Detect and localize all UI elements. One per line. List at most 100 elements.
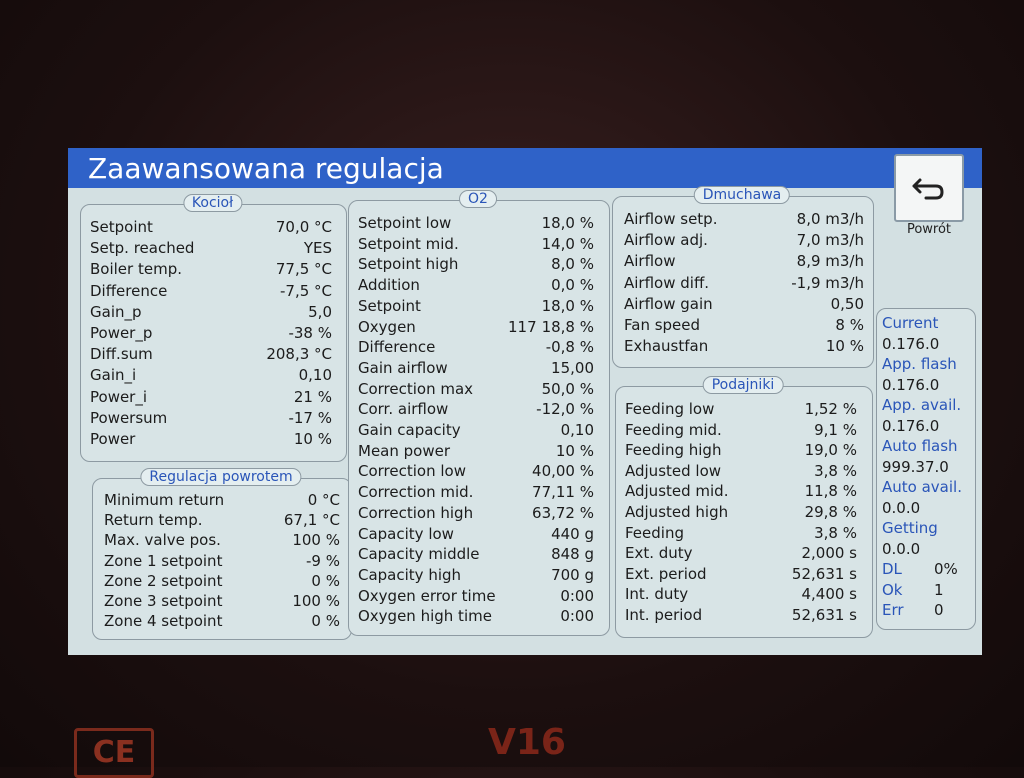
row-label: Gain_i — [90, 366, 137, 385]
panel — [615, 386, 873, 638]
info-value: 0.176.0 — [882, 334, 940, 353]
row-label: Power_i — [90, 387, 148, 406]
row-value: 4,400 s — [801, 585, 857, 604]
info-value: 0% — [934, 560, 958, 578]
row-value: -9 % — [306, 551, 340, 570]
row-value: 440 g — [551, 524, 594, 543]
row-value: 0,50 — [830, 294, 864, 313]
back-icon — [912, 178, 944, 200]
row-value: 3,8 % — [814, 461, 857, 480]
row-value: 10 % — [293, 430, 332, 448]
row-value: 15,00 — [551, 358, 594, 377]
row-value: -12,0 % — [536, 400, 594, 419]
row-label: Max. valve pos. — [104, 531, 221, 550]
header-bar: Zaawansowana regulacja — [68, 148, 982, 188]
row-label: Difference — [358, 338, 436, 357]
row-value: 18,0 % — [541, 296, 594, 315]
row-value: -38 % — [288, 324, 332, 342]
row-label: Int. period — [625, 606, 703, 624]
panel-title: O2 — [459, 190, 497, 208]
row-value: 70,0 °C — [275, 218, 332, 236]
row-value: -7,5 °C — [279, 281, 332, 300]
info-label: Auto avail. — [882, 478, 962, 496]
row-label: Setpoint — [90, 218, 153, 236]
row-label: Power_p — [90, 324, 153, 342]
row-value: 21 % — [293, 387, 332, 406]
row-label: Minimum return — [104, 491, 225, 509]
row-label: Ext. period — [625, 564, 707, 583]
info-label: Err — [882, 601, 904, 619]
info-value: 0.0.0 — [882, 539, 921, 558]
row-label: Capacity middle — [358, 545, 480, 564]
row-label: Airflow — [624, 252, 676, 271]
row-label: Diff.sum — [90, 345, 153, 364]
info-label: Ok — [882, 580, 903, 599]
row-value: 1,52 % — [804, 400, 857, 418]
page-title: Zaawansowana regulacja — [88, 152, 444, 185]
row-value: -1,9 m3/h — [791, 273, 864, 292]
row-label: Capacity high — [358, 565, 462, 584]
row-value: 18,8 % — [541, 317, 594, 336]
row-label: Adjusted mid. — [625, 482, 729, 501]
info-label: Auto flash — [882, 437, 958, 455]
panel — [92, 478, 352, 640]
row-label: Gain airflow — [358, 358, 448, 377]
row-value: 52,631 s — [791, 606, 857, 624]
row-value: 9,1 % — [814, 420, 857, 439]
row-value: 8,9 m3/h — [796, 252, 864, 271]
row-value: 52,631 s — [791, 564, 857, 583]
row-value: 8,0 m3/h — [796, 210, 864, 228]
row-label: Zone 3 setpoint — [104, 592, 223, 610]
row-value: 100 % — [292, 531, 340, 550]
row-label: Capacity low — [358, 524, 454, 543]
row-value: 8,0 % — [551, 255, 594, 274]
info-label: Getting — [882, 519, 938, 537]
info-panel — [876, 308, 976, 630]
info-label: App. avail. — [882, 396, 962, 414]
row-label: Correction mid. — [358, 483, 474, 502]
row-label: Gain_p — [90, 302, 142, 321]
row-label: Correction max — [358, 379, 474, 398]
ce-mark: CE — [74, 728, 154, 778]
row-label: Airflow setp. — [624, 210, 718, 228]
row-label: Fan speed — [624, 316, 701, 334]
row-value: 18,0 % — [541, 214, 594, 232]
panel-title: Dmuchawa — [693, 186, 791, 204]
row-value: 208,3 °C — [266, 345, 332, 364]
row-value: 19,0 % — [804, 441, 857, 460]
row-value: 10 % — [555, 441, 594, 460]
panel-title: Kocioł — [182, 194, 243, 212]
row-label: Feeding mid. — [625, 420, 722, 439]
row-value: 700 g — [551, 565, 594, 584]
row-extra: 117 — [508, 317, 537, 336]
row-value: 10 % — [825, 337, 864, 356]
info-value: 999.37.0 — [882, 457, 949, 476]
row-value: 0 % — [311, 612, 340, 631]
row-label: Oxygen high time — [358, 607, 492, 626]
row-value: 29,8 % — [804, 503, 857, 521]
info-label: App. flash — [882, 355, 957, 373]
info-label: DL — [882, 560, 902, 578]
row-label: Gain capacity — [358, 421, 461, 439]
row-label: Exhaustfan — [624, 337, 709, 356]
row-label: Adjusted low — [625, 461, 722, 480]
row-label: Adjusted high — [625, 503, 729, 521]
panel — [612, 196, 874, 368]
row-value: 77,11 % — [532, 483, 594, 502]
row-label: Oxygen — [358, 317, 416, 336]
row-value: 7,0 m3/h — [796, 231, 864, 250]
row-label: Setpoint high — [358, 255, 459, 274]
panel-title: Regulacja powrotem — [140, 468, 302, 486]
row-label: Difference — [90, 281, 168, 300]
row-label: Addition — [358, 276, 420, 295]
row-value: 67,1 °C — [283, 511, 340, 530]
row-label: Setpoint low — [358, 214, 452, 232]
info-value: 0.176.0 — [882, 416, 940, 435]
back-label[interactable]: Powrót — [906, 222, 952, 237]
row-value: 5,0 — [308, 302, 332, 321]
row-label: Zone 1 setpoint — [104, 551, 223, 570]
row-label: Int. duty — [625, 585, 689, 604]
back-button[interactable] — [894, 154, 964, 222]
row-label: Airflow gain — [624, 294, 713, 313]
row-label: Feeding — [625, 523, 684, 542]
